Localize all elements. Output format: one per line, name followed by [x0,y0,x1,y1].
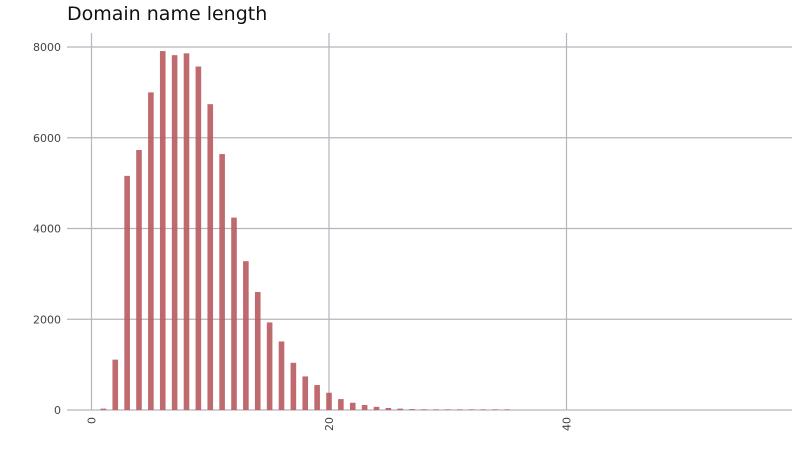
histogram-bar [302,376,309,410]
histogram-bar [480,409,487,410]
histogram-bar [171,55,178,410]
chart-title: Domain name length [67,3,268,25]
y-tick-label: 4000 [33,223,61,236]
histogram-bar [136,150,142,410]
histogram-bar [254,292,261,410]
y-tick-label: 0 [54,404,61,417]
histogram-bar [373,406,380,410]
histogram-bar [385,407,392,410]
histogram-bar [112,359,119,410]
histogram-bar [456,409,463,410]
y-tick-label: 2000 [33,313,61,326]
histogram-bar [148,92,154,410]
histogram-bar [124,175,130,410]
bars [100,51,510,411]
histogram-bar [421,409,427,410]
histogram-bar [326,392,332,410]
histogram-bar [159,51,166,411]
histogram-bar [349,402,356,410]
histogram-bar [492,409,499,410]
histogram-bar [219,154,225,410]
y-tick-label: 6000 [33,132,61,145]
histogram-bar [361,405,368,410]
histogram-bar [266,322,273,410]
histogram-bar [183,53,190,410]
histogram-bar [195,66,202,410]
histogram-bar [231,217,237,410]
histogram-bar [243,261,249,410]
histogram-bar [314,385,320,410]
y-tick-label: 8000 [33,41,61,54]
histogram-bar [409,409,415,410]
histogram-bar [100,408,107,410]
x-tick-label: 20 [323,417,336,431]
histogram-bar [207,104,214,411]
histogram-bar [290,362,297,410]
histogram-bar [444,409,451,410]
x-tick-label: 40 [561,417,574,431]
histogram-bar [338,399,344,410]
histogram-bar [504,409,510,410]
grid-lines [67,33,792,411]
x-tick-label: 0 [86,417,99,424]
histogram-bar [397,408,404,410]
tick-labels: 0 2000 4000 6000 8000 0 20 40 [33,41,574,431]
histogram-bar [468,409,475,410]
histogram-bar [433,409,439,410]
histogram-bar [278,341,285,410]
